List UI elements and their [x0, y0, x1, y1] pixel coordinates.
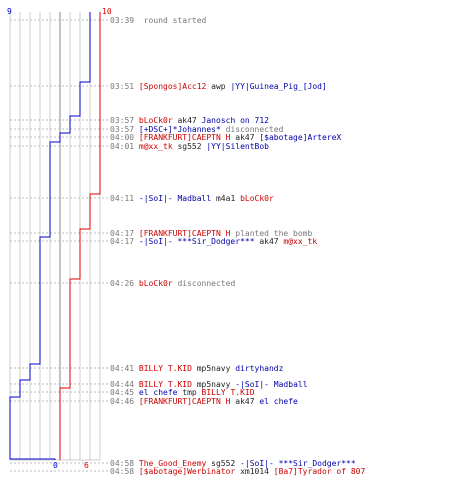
event-time: 04:17	[110, 229, 135, 238]
event-row: 04:41 BILLY T.KID mp5navy dirtyhandz	[110, 364, 283, 373]
event-time: 04:45	[110, 388, 135, 397]
event-row: 04:17 [FRANKFURT]CAEPTN H planted the bo…	[110, 229, 312, 238]
event-time: 04:58	[110, 459, 135, 468]
event-text: [$abotage]Werbinator	[138, 467, 236, 476]
event-row: 04:01 m@xx_tk sg552 |YY|SilentBob	[110, 142, 269, 151]
event-text: ak47	[230, 133, 260, 142]
event-row: 04:58 [$abotage]Werbinator xm1014 [Ba7]T…	[110, 467, 365, 476]
event-text: tmp	[177, 388, 202, 397]
event-row: 04:44 BILLY T.KID mp5navy -|SoI|- Madbal…	[110, 380, 308, 389]
blue-team-line	[9, 12, 91, 460]
event-text: -|SoI|- Madball	[138, 194, 212, 203]
event-text: m@xx_tk	[283, 237, 318, 246]
event-time: 03:57	[110, 125, 135, 134]
event-time: 04:01	[110, 142, 135, 151]
event-text: ak47	[254, 237, 284, 246]
event-text: [FRANKFURT]CAEPTN H	[138, 397, 231, 406]
event-row: 04:45 el chefe tmp BILLY T.KID	[110, 388, 255, 397]
event-time: 03:51	[110, 82, 135, 91]
event-text: bLoCk0r	[138, 116, 173, 125]
event-text: [FRANKFURT]CAEPTN H	[138, 229, 231, 238]
event-row: 04:17 -|SoI|- ***Sir_Dodger*** ak47 m@xx…	[110, 237, 317, 246]
event-text: xm1014	[235, 467, 274, 476]
event-text: dirtyhandz	[235, 364, 284, 373]
event-row: 03:57 bLoCk0r ak47 Janosch on 712	[110, 116, 269, 125]
event-text: disconnected	[172, 279, 236, 288]
blue-team-end-count: 0	[53, 461, 58, 470]
event-row: 03:39 round started	[110, 16, 206, 25]
event-text: awp	[206, 82, 231, 91]
event-text: [+DSC+]*Johannes*	[138, 125, 221, 134]
event-text: m@xx_tk	[138, 142, 173, 151]
event-time: 03:57	[110, 116, 135, 125]
event-text: el chefe	[259, 397, 298, 406]
event-text: sg552	[172, 142, 207, 151]
event-time: 04:26	[110, 279, 135, 288]
red-team-end-count: 6	[84, 461, 89, 470]
event-text: mp5navy	[191, 380, 236, 389]
event-text: Janosch on 712	[201, 116, 269, 125]
event-text: bLoCk0r	[240, 194, 274, 203]
event-row: 04:11 -|SoI|- Madball m4a1 bLoCk0r	[110, 194, 274, 203]
event-text: disconnected	[220, 125, 284, 134]
event-text: -|SoI|- ***Sir_Dodger***	[240, 459, 356, 468]
event-text: The_Good_Enemy	[138, 459, 207, 468]
event-row: 04:46 [FRANKFURT]CAEPTN H ak47 el chefe	[110, 397, 298, 406]
event-text: |YY|Guinea_Pig_[Jod]	[230, 82, 327, 91]
event-text: [Spongos]Acc12	[138, 82, 207, 91]
event-time: 04:44	[110, 380, 135, 389]
event-row: 03:57 [+DSC+]*Johannes* disconnected	[110, 125, 283, 134]
event-time: 04:00	[110, 133, 135, 142]
event-time: 04:17	[110, 237, 135, 246]
event-text: [FRANKFURT]CAEPTN H	[138, 133, 231, 142]
event-time: 03:39	[110, 16, 135, 25]
event-row: 04:00 [FRANKFURT]CAEPTN H ak47 [$abotage…	[110, 133, 341, 142]
event-text: m4a1	[211, 194, 241, 203]
event-text: planted the bomb	[230, 229, 313, 238]
event-row: 04:26 bLoCk0r disconnected	[110, 279, 235, 288]
event-row: 04:58 The_Good_Enemy sg552 -|SoI|- ***Si…	[110, 459, 356, 468]
team-alive-chart	[9, 12, 110, 472]
event-text: |YY|SilentBob	[206, 142, 269, 151]
red-team-start-count: 10	[102, 7, 112, 16]
event-text: -|SoI|- Madball	[235, 380, 308, 389]
event-time: 04:11	[110, 194, 135, 203]
event-time: 04:41	[110, 364, 135, 373]
event-text: mp5navy	[191, 364, 236, 373]
event-text: el chefe	[138, 388, 178, 397]
event-time: 04:46	[110, 397, 135, 406]
event-text: BILLY T.KID	[201, 388, 255, 397]
event-text: round started	[138, 16, 207, 25]
event-text: [$abotage]ArtereX	[259, 133, 342, 142]
event-text: sg552	[206, 459, 241, 468]
event-text: ak47	[172, 116, 202, 125]
event-text: ak47	[230, 397, 260, 406]
event-row: 03:51 [Spongos]Acc12 awp |YY|Guinea_Pig_…	[110, 82, 327, 91]
blue-team-start-count: 9	[7, 7, 12, 16]
event-text: bLoCk0r	[138, 279, 173, 288]
event-time: 04:58	[110, 467, 135, 476]
event-text: -|SoI|- ***Sir_Dodger***	[138, 237, 255, 246]
event-text: BILLY T.KID	[138, 380, 192, 389]
event-text: BILLY T.KID	[138, 364, 192, 373]
event-text: [Ba7]Tyrador of 807	[273, 467, 366, 476]
red-team-line	[59, 12, 101, 460]
